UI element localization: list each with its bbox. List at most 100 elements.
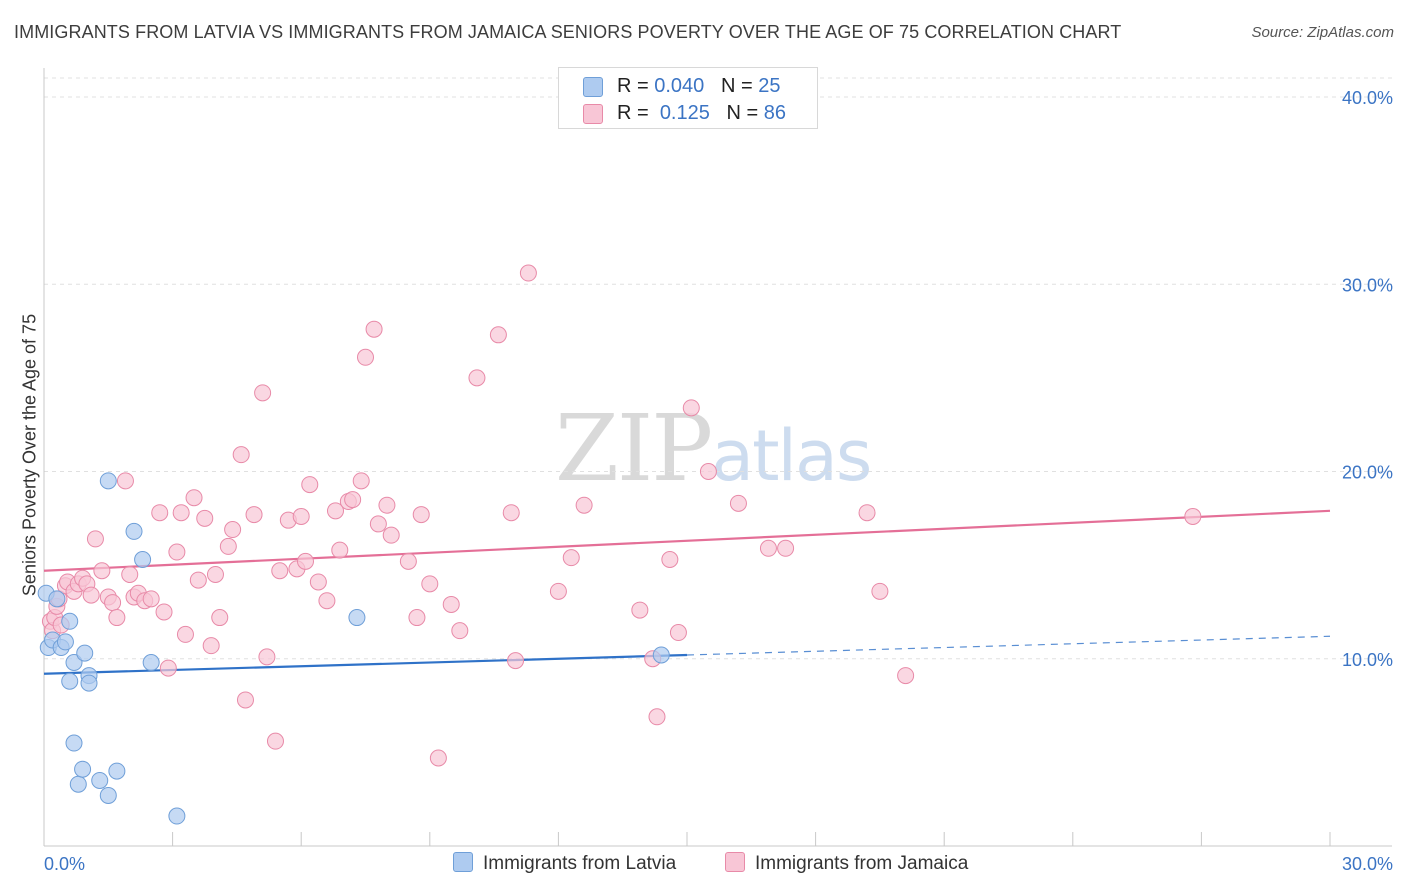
- point-latvia-6: [61, 672, 79, 690]
- y-tick-label-30: 30.0%: [1342, 275, 1393, 295]
- point-latvia-12: [76, 644, 94, 662]
- chart-title: IMMIGRANTS FROM LATVIA VS IMMIGRANTS FRO…: [14, 22, 1122, 42]
- point-jamaica-32: [196, 509, 214, 527]
- point-jamaica-58: [365, 320, 383, 338]
- point-latvia-11: [74, 760, 92, 778]
- point-jamaica-70: [489, 326, 507, 344]
- point-jamaica-13: [86, 530, 104, 548]
- legend-latvia-n-value: 25: [758, 75, 781, 97]
- point-jamaica-69: [468, 369, 486, 387]
- legend-jamaica-n-value: 86: [763, 102, 787, 124]
- point-jamaica-41: [254, 384, 272, 402]
- point-jamaica-86: [777, 539, 795, 557]
- point-jamaica-75: [562, 549, 580, 567]
- point-jamaica-24: [151, 504, 169, 522]
- point-jamaica-36: [219, 537, 237, 555]
- point-jamaica-31: [189, 571, 207, 589]
- point-jamaica-59: [369, 515, 387, 533]
- point-jamaica-16: [104, 594, 122, 612]
- correlation-legend: R = 0.040 N = 25 R = 0.125 N = 86: [558, 67, 818, 129]
- watermark-atlas: atlas: [711, 415, 872, 497]
- point-latvia-7: [61, 612, 79, 630]
- point-jamaica-30: [185, 489, 203, 507]
- point-jamaica-89: [897, 667, 915, 685]
- point-jamaica-82: [682, 399, 700, 417]
- legend-latvia-r-label: R =: [617, 75, 649, 97]
- point-jamaica-17: [108, 609, 126, 627]
- point-jamaica-23: [142, 590, 160, 608]
- legend-latvia-r-value: 0.040: [654, 75, 705, 97]
- point-jamaica-34: [206, 565, 224, 583]
- trend-line-latvia: [43, 653, 688, 675]
- point-latvia-20: [134, 551, 152, 569]
- point-jamaica-18: [116, 472, 134, 490]
- point-latvia-24: [652, 646, 670, 664]
- grid-lines: [44, 77, 1392, 660]
- legend-jamaica-r-label: R =: [617, 102, 649, 124]
- point-jamaica-53: [331, 541, 349, 559]
- trend-line-jamaica: [43, 509, 1331, 572]
- point-latvia-10: [69, 775, 87, 793]
- point-jamaica-47: [292, 507, 310, 525]
- point-jamaica-37: [224, 521, 242, 539]
- point-jamaica-40: [245, 506, 263, 524]
- point-jamaica-61: [382, 526, 400, 544]
- y-tick-label-10: 10.0%: [1342, 650, 1393, 670]
- bottom-legend-latvia: Immigrants from Latvia: [453, 852, 676, 875]
- point-jamaica-64: [412, 506, 430, 524]
- point-jamaica-66: [429, 749, 447, 767]
- point-jamaica-84: [729, 494, 747, 512]
- legend-jamaica-n-label: N =: [726, 102, 759, 124]
- point-jamaica-49: [301, 476, 319, 494]
- x-tick-label-min: 0.0%: [44, 854, 85, 874]
- trend-line-latvia-extension: [686, 635, 1331, 656]
- point-jamaica-88: [871, 582, 889, 600]
- point-latvia-8: [65, 653, 83, 671]
- bottom-legend-latvia-label: Immigrants from Latvia: [483, 853, 677, 874]
- point-jamaica-62: [399, 552, 417, 570]
- point-jamaica-25: [155, 603, 173, 621]
- point-jamaica-57: [357, 348, 374, 366]
- point-jamaica-44: [271, 562, 289, 580]
- point-jamaica-63: [408, 609, 426, 627]
- point-jamaica-56: [352, 472, 370, 490]
- point-jamaica-26: [159, 659, 177, 677]
- point-jamaica-48: [296, 552, 314, 570]
- point-jamaica-68: [451, 622, 469, 640]
- point-jamaica-33: [202, 637, 220, 655]
- point-jamaica-67: [442, 595, 460, 613]
- bottom-legend-jamaica-label: Immigrants from Jamaica: [755, 853, 969, 874]
- point-jamaica-51: [318, 592, 336, 610]
- data-points: [37, 264, 1202, 825]
- point-jamaica-80: [661, 551, 679, 569]
- point-jamaica-73: [519, 264, 537, 282]
- point-latvia-19: [125, 522, 143, 540]
- y-axis-label: Seniors Poverty Over the Age of 75: [19, 313, 40, 597]
- point-latvia-3: [48, 590, 66, 608]
- point-jamaica-65: [421, 575, 439, 593]
- point-jamaica-74: [549, 582, 567, 600]
- point-jamaica-43: [266, 732, 284, 750]
- y-tick-label-20: 20.0%: [1342, 463, 1393, 483]
- point-jamaica-27: [168, 543, 186, 561]
- point-latvia-22: [168, 807, 186, 825]
- point-jamaica-52: [326, 502, 344, 520]
- point-jamaica-79: [648, 708, 666, 726]
- point-jamaica-29: [176, 625, 194, 643]
- point-latvia-16: [99, 786, 117, 804]
- point-jamaica-72: [507, 652, 525, 670]
- point-jamaica-50: [309, 573, 327, 591]
- point-jamaica-85: [759, 539, 777, 557]
- point-jamaica-60: [378, 496, 396, 514]
- point-jamaica-77: [631, 601, 649, 619]
- point-latvia-23: [348, 609, 366, 627]
- point-latvia-14: [80, 674, 98, 692]
- point-jamaica-55: [344, 491, 362, 509]
- point-latvia-18: [99, 472, 117, 490]
- point-latvia-5: [56, 633, 74, 651]
- point-jamaica-14: [93, 562, 111, 580]
- point-jamaica-39: [236, 691, 254, 709]
- point-jamaica-81: [669, 624, 687, 642]
- point-jamaica-19: [121, 565, 139, 583]
